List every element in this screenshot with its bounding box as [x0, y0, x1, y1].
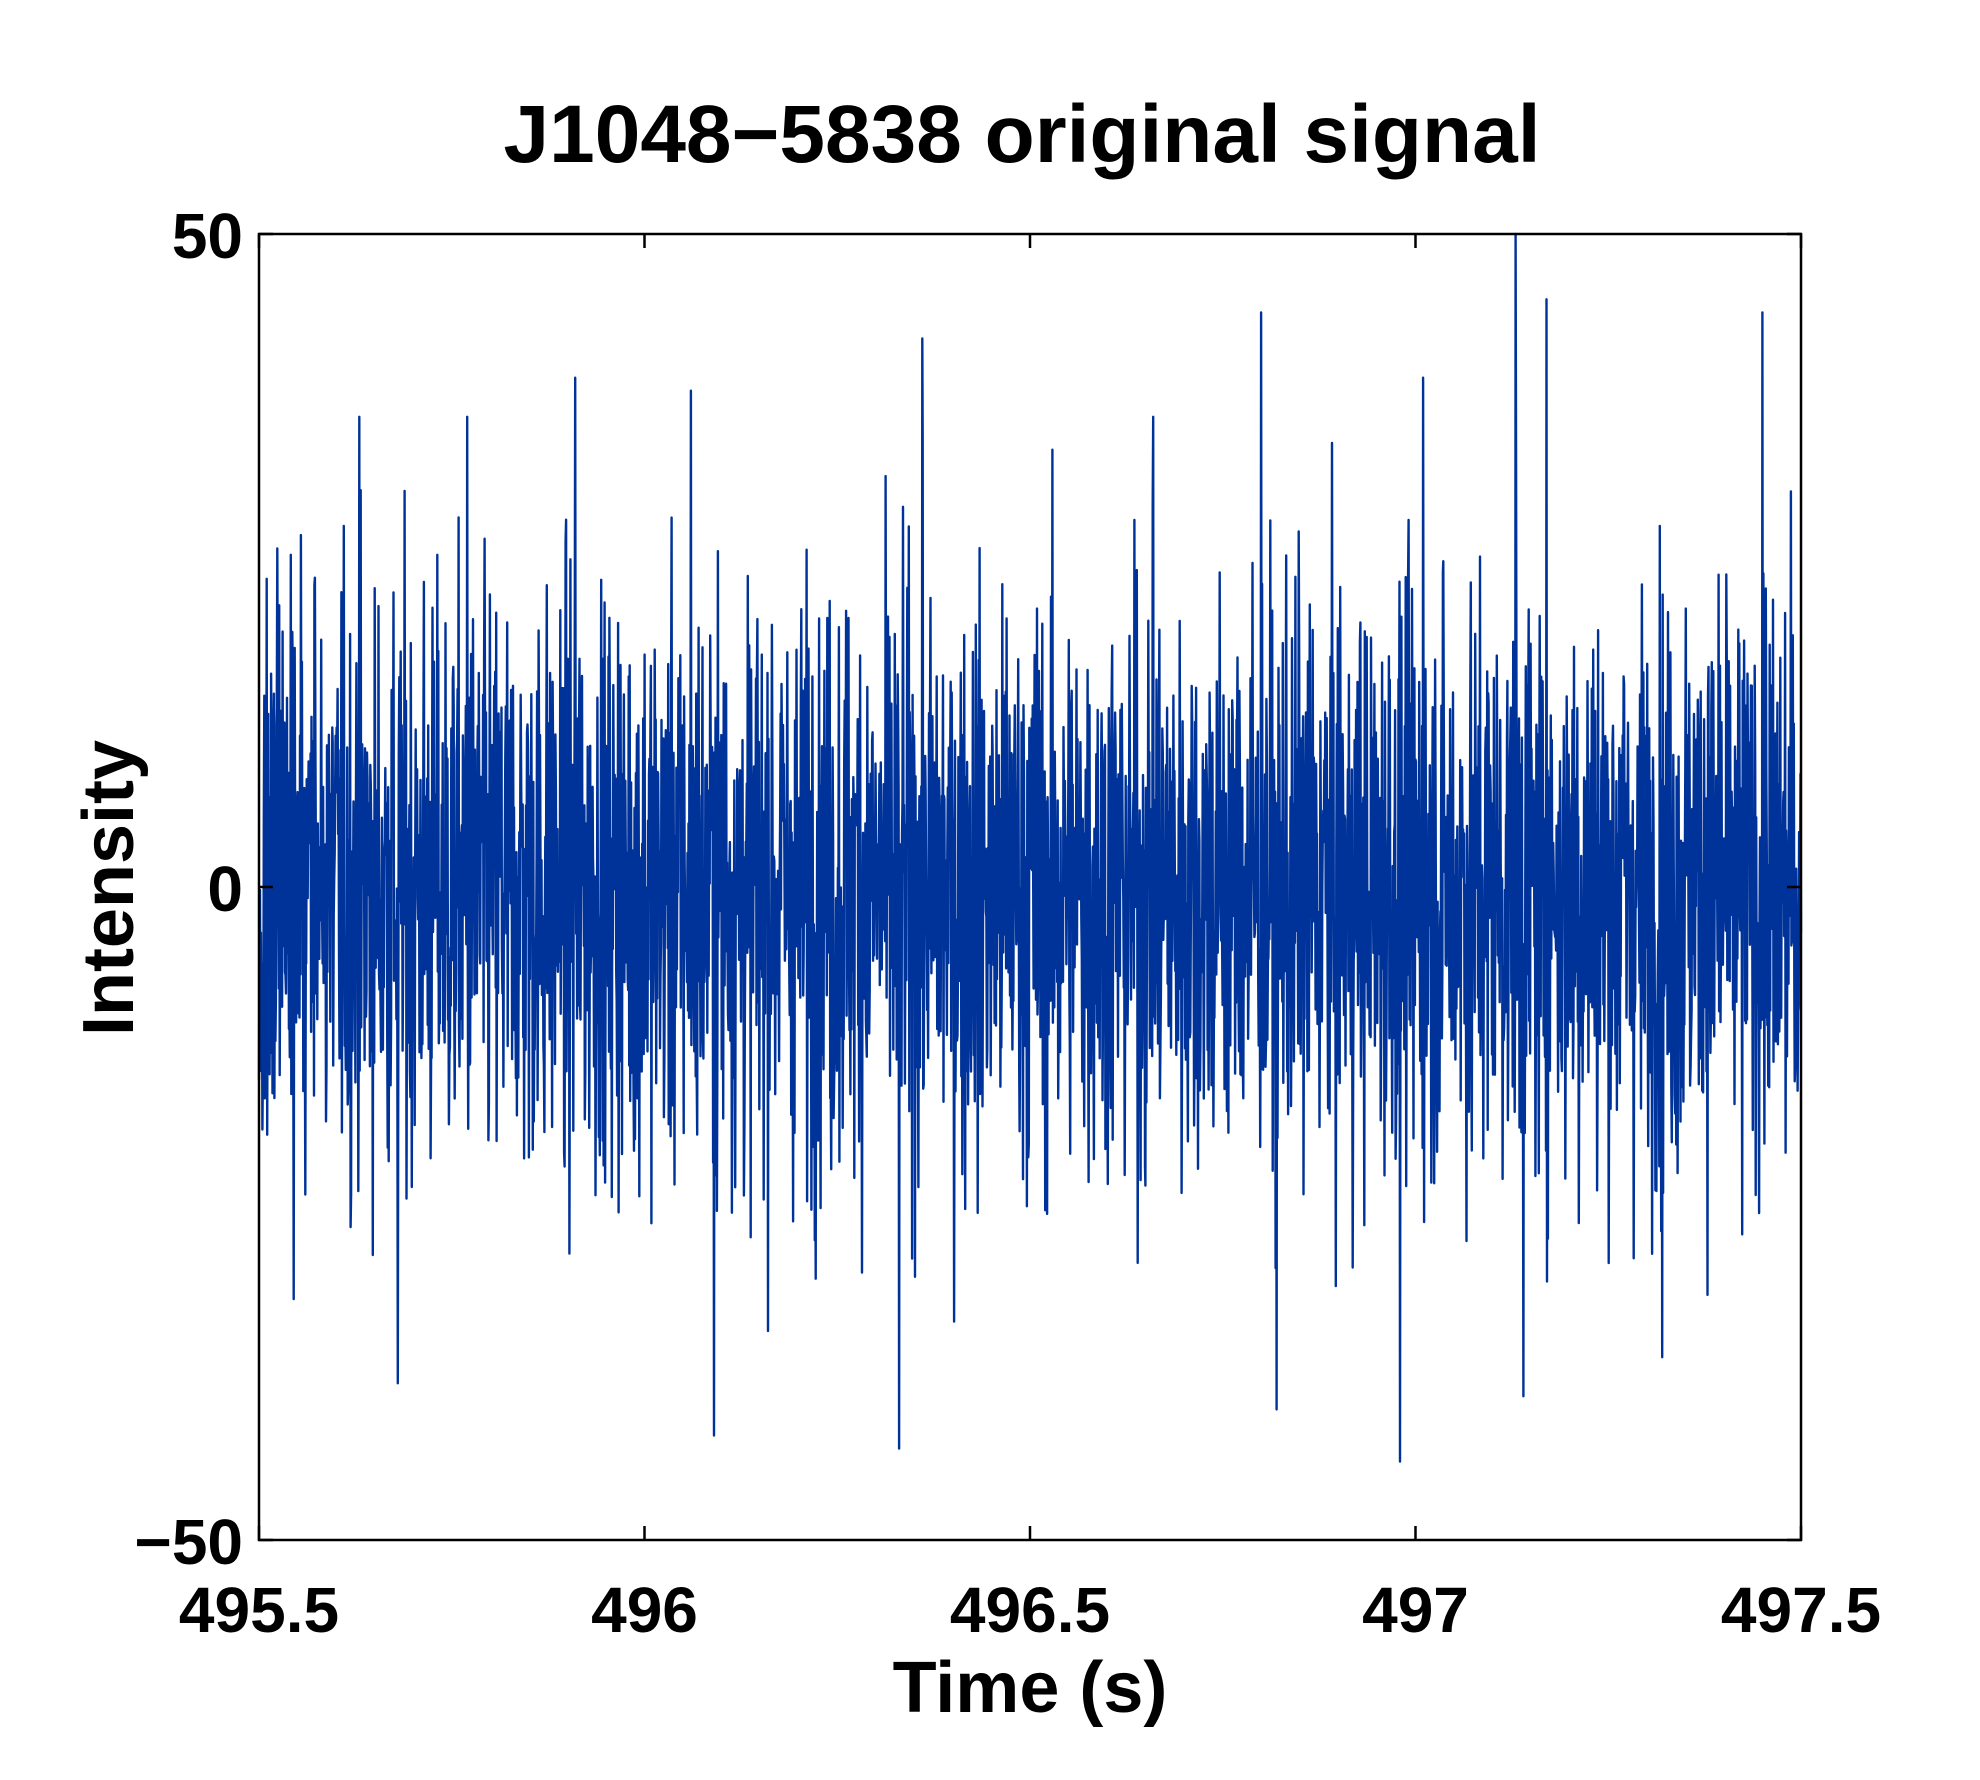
signal-line: [257, 232, 1803, 1463]
x-tick-label: 495.5: [179, 1574, 339, 1646]
x-tick-label: 496: [591, 1574, 698, 1646]
y-tick-label: −50: [134, 1506, 243, 1578]
y-tick-label: 50: [172, 200, 243, 272]
y-axis: −50 0 50: [134, 200, 1801, 1578]
x-tick-label: 497: [1362, 1574, 1469, 1646]
chart-title: J1048−5838 original signal: [504, 89, 1541, 180]
x-tick-label: 497.5: [1721, 1574, 1881, 1646]
y-tick-label: 0: [207, 853, 243, 925]
signal-series: [257, 232, 1803, 1463]
x-tick-label: 496.5: [950, 1574, 1110, 1646]
x-axis-label: Time (s): [893, 1648, 1168, 1728]
y-axis-label: Intensity: [69, 740, 149, 1036]
x-axis: 495.5 496 496.5 497 497.5: [179, 234, 1881, 1646]
